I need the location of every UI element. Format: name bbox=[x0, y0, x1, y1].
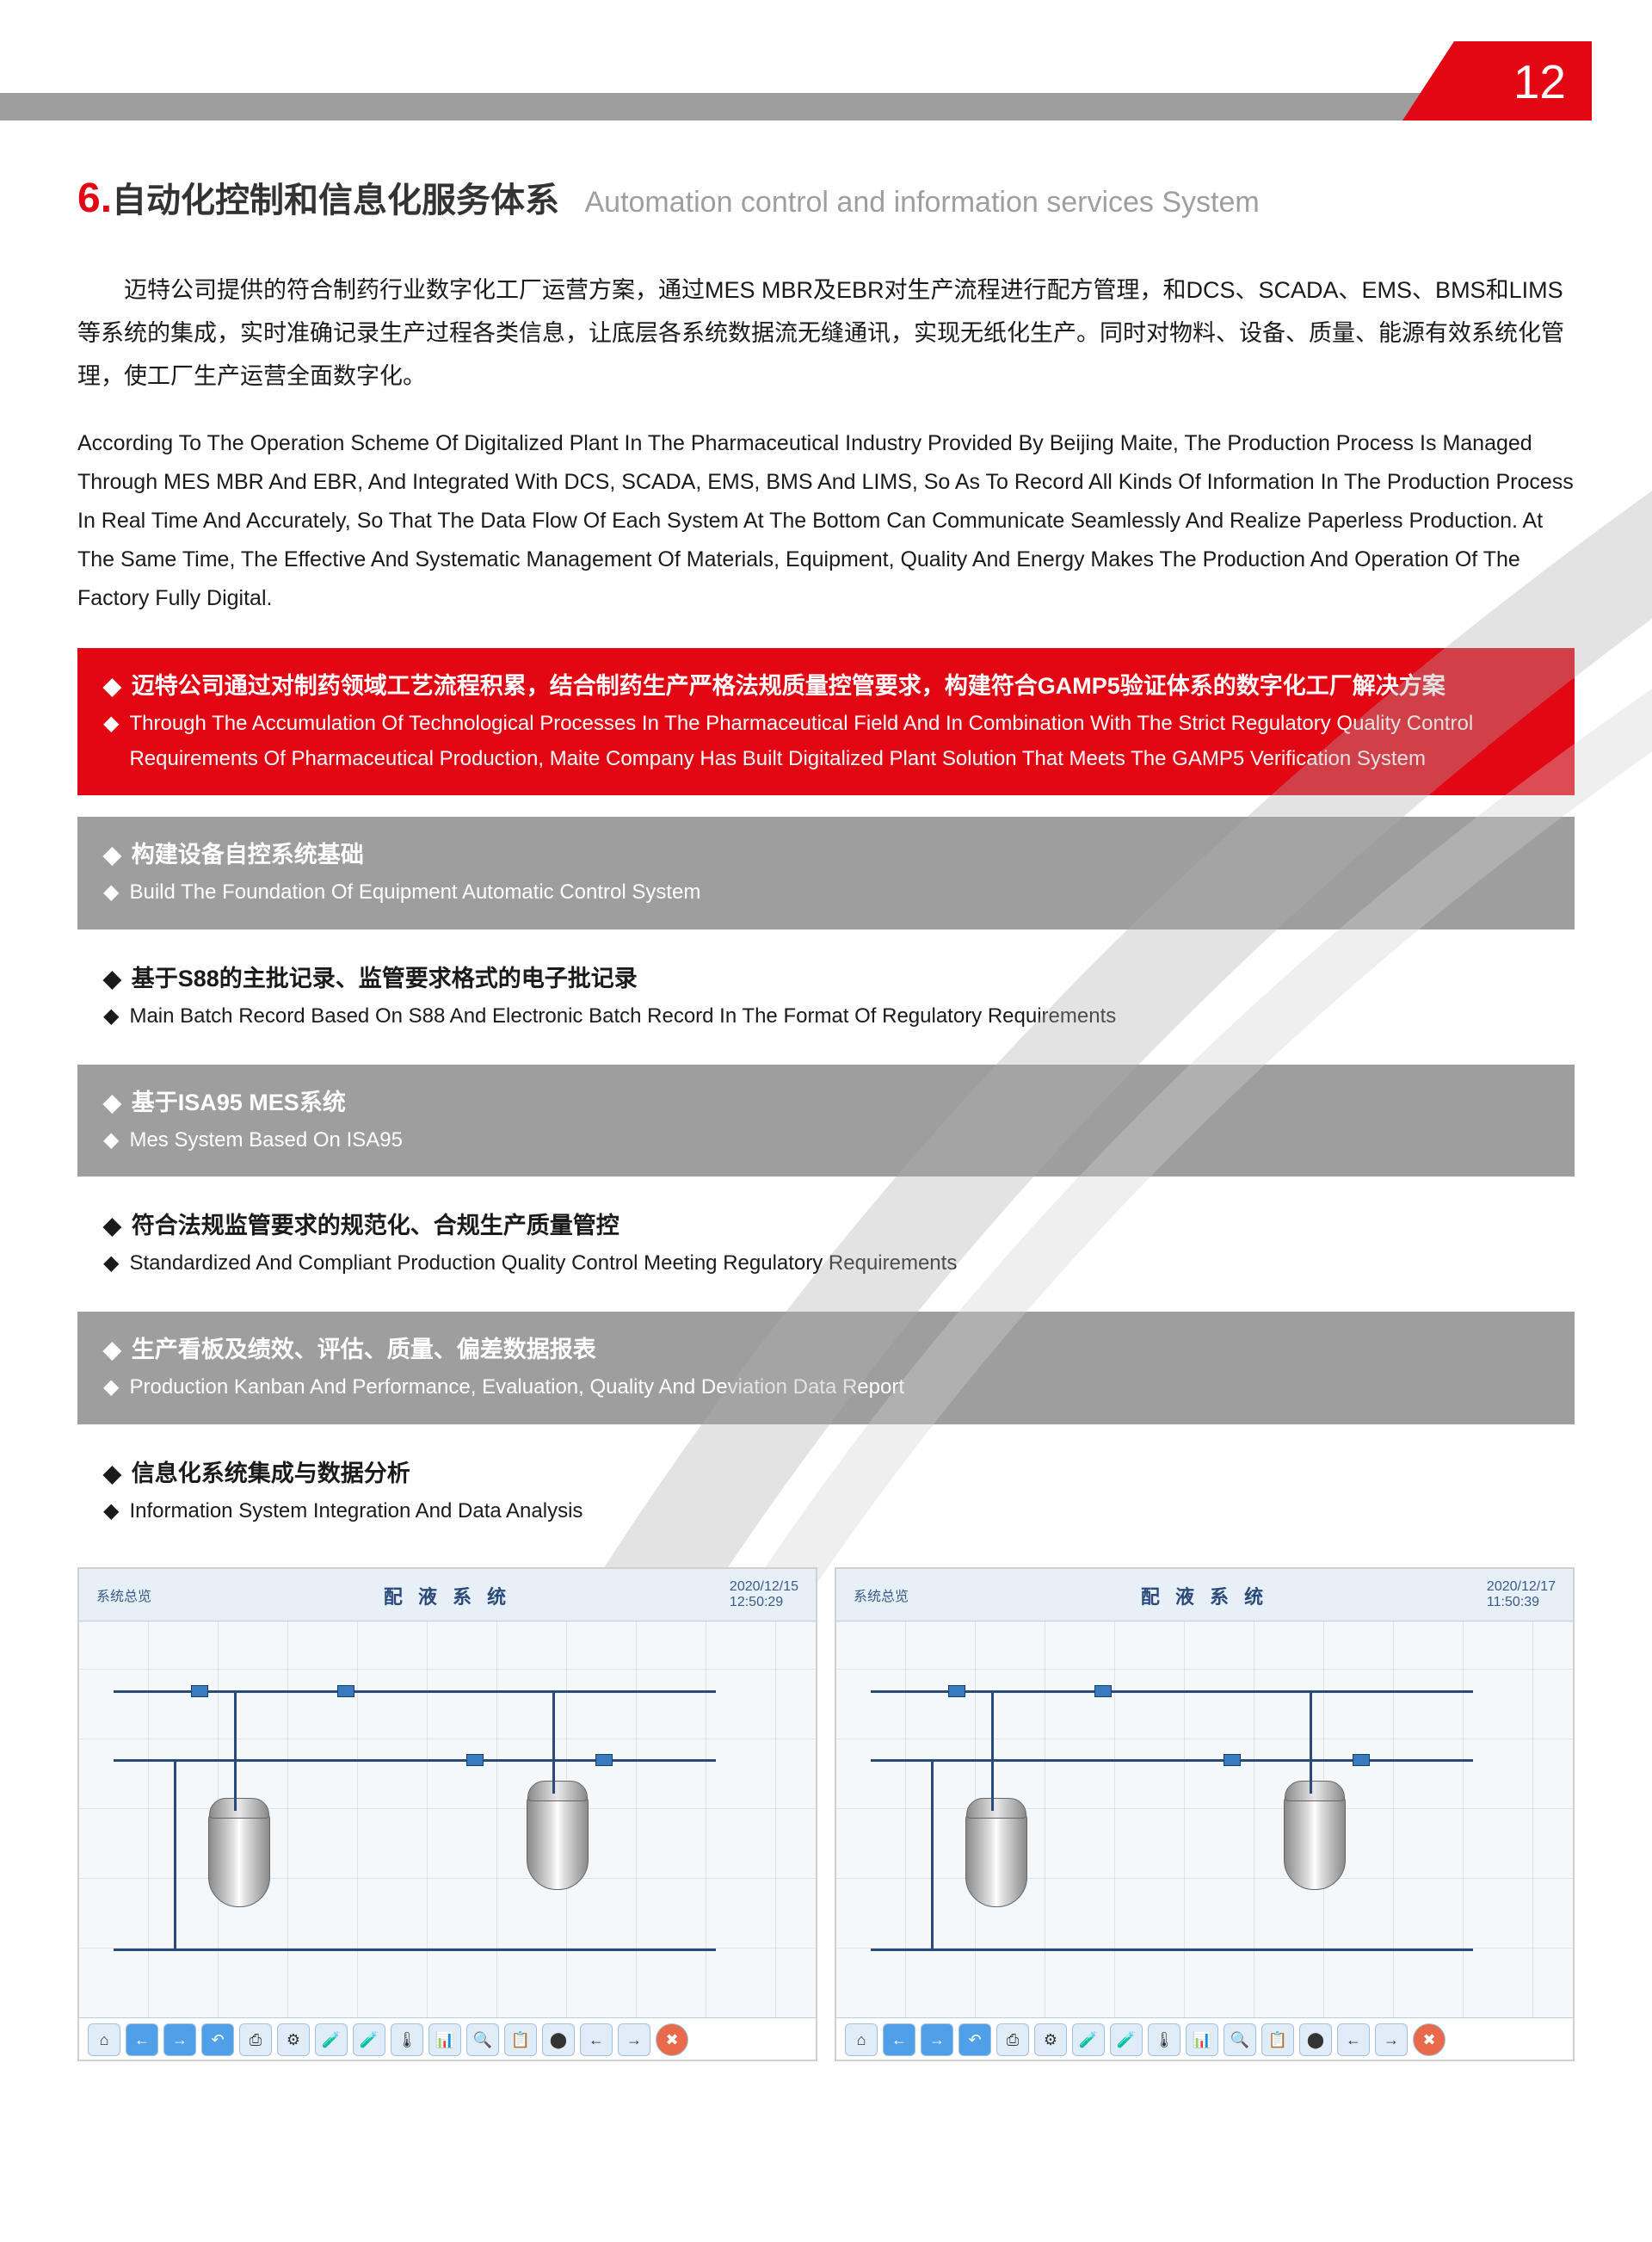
diagram-header-left: 系统总览 bbox=[854, 1584, 909, 1605]
toolbar-button-8[interactable]: 🌡 bbox=[1148, 2023, 1180, 2056]
toolbar-button-3[interactable]: ↶ bbox=[959, 2023, 991, 2056]
tank-icon bbox=[208, 1811, 270, 1907]
toolbar-button-6[interactable]: 🧪 bbox=[1072, 2023, 1105, 2056]
toolbar-button-12[interactable]: ⬤ bbox=[542, 2023, 575, 2056]
section-number: 6. bbox=[77, 176, 112, 221]
toolbar-button-4[interactable]: ⎙ bbox=[239, 2023, 272, 2056]
diagram-body bbox=[79, 1621, 816, 2017]
toolbar-button-9[interactable]: 📊 bbox=[428, 2023, 461, 2056]
diagram-header: 系统总览 配 液 系 统 2020/12/17 11:50:39 bbox=[836, 1569, 1573, 1621]
toolbar-button-10[interactable]: 🔍 bbox=[1224, 2023, 1256, 2056]
toolbar-button-12[interactable]: ⬤ bbox=[1299, 2023, 1332, 2056]
top-bar bbox=[0, 93, 1428, 120]
toolbar-button-0[interactable]: ⌂ bbox=[845, 2023, 878, 2056]
toolbar-button-0[interactable]: ⌂ bbox=[88, 2023, 120, 2056]
valve-icon bbox=[466, 1754, 484, 1766]
section-heading: 6.自动化控制和信息化服务体系 Automation control and i… bbox=[77, 172, 1575, 222]
toolbar-button-14[interactable]: → bbox=[1375, 2023, 1408, 2056]
toolbar-button-10[interactable]: 🔍 bbox=[466, 2023, 499, 2056]
tank-icon bbox=[1284, 1794, 1346, 1890]
pipe bbox=[1310, 1690, 1312, 1794]
diagram-time: 11:50:39 bbox=[1487, 1595, 1539, 1609]
diagram-toolbar: ⌂←→↶⎙⚙🧪🧪🌡📊🔍📋⬤←→✖ bbox=[79, 2017, 816, 2061]
pipe bbox=[552, 1690, 555, 1794]
section-title-cn: 自动化控制和信息化服务体系 bbox=[112, 182, 559, 219]
pipe bbox=[871, 1759, 1473, 1762]
tank-icon bbox=[965, 1811, 1027, 1907]
toolbar-button-11[interactable]: 📋 bbox=[504, 2023, 537, 2056]
valve-icon bbox=[191, 1685, 208, 1697]
diagram-time: 12:50:29 bbox=[730, 1595, 783, 1609]
diagram-date: 2020/12/17 bbox=[1487, 1579, 1556, 1594]
background-curve bbox=[533, 262, 1652, 1640]
valve-icon bbox=[595, 1754, 613, 1766]
toolbar-button-6[interactable]: 🧪 bbox=[315, 2023, 348, 2056]
diagram-date: 2020/12/15 bbox=[730, 1579, 798, 1594]
diagram-toolbar: ⌂←→↶⎙⚙🧪🧪🌡📊🔍📋⬤←→✖ bbox=[836, 2017, 1573, 2061]
toolbar-button-8[interactable]: 🌡 bbox=[391, 2023, 423, 2056]
diagram-header: 系统总览 配 液 系 统 2020/12/15 12:50:29 bbox=[79, 1569, 816, 1621]
pipe bbox=[991, 1690, 994, 1811]
toolbar-button-4[interactable]: ⎙ bbox=[996, 2023, 1029, 2056]
page-number-tab: 12 bbox=[1454, 41, 1592, 120]
toolbar-button-2[interactable]: → bbox=[163, 2023, 196, 2056]
pipe bbox=[234, 1690, 237, 1811]
valve-icon bbox=[1224, 1754, 1241, 1766]
toolbar-button-14[interactable]: → bbox=[618, 2023, 650, 2056]
valve-icon bbox=[1353, 1754, 1370, 1766]
toolbar-button-15[interactable]: ✖ bbox=[1413, 2023, 1446, 2056]
valve-icon bbox=[948, 1685, 965, 1697]
section-title-en: Automation control and information servi… bbox=[584, 186, 1259, 219]
diagram-body bbox=[836, 1621, 1573, 2017]
valve-icon bbox=[337, 1685, 354, 1697]
toolbar-button-11[interactable]: 📋 bbox=[1261, 2023, 1294, 2056]
diagram-header-left: 系统总览 bbox=[96, 1584, 151, 1605]
toolbar-button-13[interactable]: ← bbox=[1337, 2023, 1370, 2056]
toolbar-button-1[interactable]: ← bbox=[883, 2023, 915, 2056]
toolbar-button-2[interactable]: → bbox=[921, 2023, 953, 2056]
toolbar-button-7[interactable]: 🧪 bbox=[1110, 2023, 1143, 2056]
diagram-title: 配 液 系 统 bbox=[384, 1582, 511, 1609]
toolbar-button-1[interactable]: ← bbox=[126, 2023, 158, 2056]
toolbar-button-5[interactable]: ⚙ bbox=[277, 2023, 310, 2056]
pipe bbox=[114, 1949, 716, 1951]
scada-diagram-left: 系统总览 配 液 系 统 2020/12/15 12:50:29 bbox=[77, 1567, 817, 2061]
toolbar-button-9[interactable]: 📊 bbox=[1186, 2023, 1218, 2056]
toolbar-button-5[interactable]: ⚙ bbox=[1034, 2023, 1067, 2056]
pipe bbox=[931, 1759, 934, 1949]
toolbar-button-3[interactable]: ↶ bbox=[201, 2023, 234, 2056]
tank-icon bbox=[527, 1794, 589, 1890]
diagram-title: 配 液 系 统 bbox=[1141, 1582, 1268, 1609]
toolbar-button-7[interactable]: 🧪 bbox=[353, 2023, 385, 2056]
toolbar-button-13[interactable]: ← bbox=[580, 2023, 613, 2056]
page-number: 12 bbox=[1513, 54, 1566, 109]
valve-icon bbox=[1094, 1685, 1112, 1697]
toolbar-button-15[interactable]: ✖ bbox=[656, 2023, 688, 2056]
pipe bbox=[871, 1949, 1473, 1951]
pipe bbox=[114, 1759, 716, 1762]
scada-diagram-right: 系统总览 配 液 系 统 2020/12/17 11:50:39 bbox=[835, 1567, 1575, 2061]
pipe bbox=[174, 1759, 176, 1949]
